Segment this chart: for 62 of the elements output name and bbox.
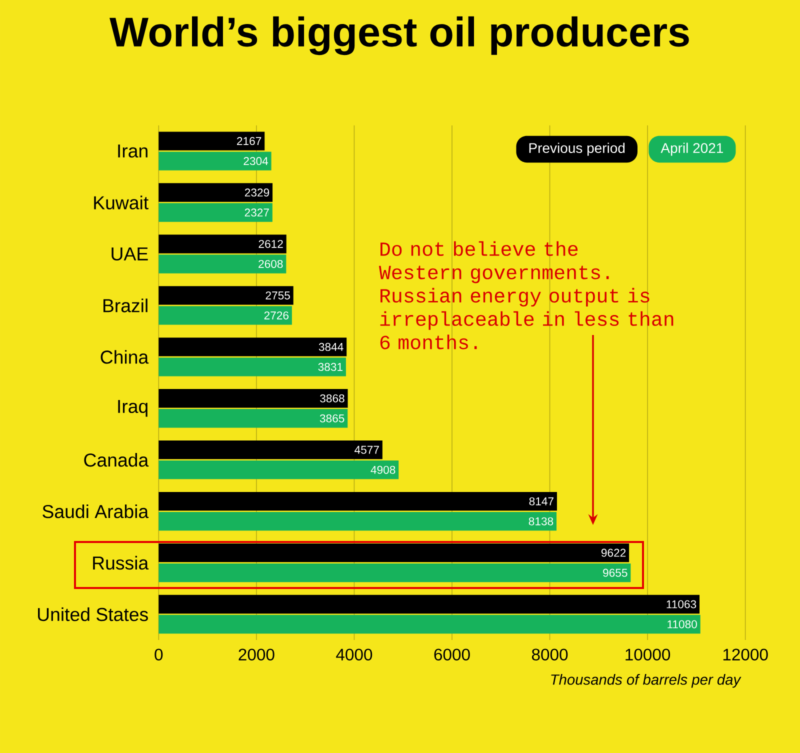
- x-axis-title: Thousands of barrels per day: [551, 674, 742, 688]
- data-label: 2327: [244, 208, 269, 217]
- data-label: 2329: [244, 188, 270, 197]
- x-tick-label: 2000: [238, 648, 274, 660]
- bar: [158, 254, 286, 274]
- data-label: 4908: [370, 466, 396, 474]
- text: April 2021: [660, 142, 724, 156]
- chart-title: World’s biggest oil producers: [110, 16, 689, 56]
- data-label: 3831: [318, 362, 342, 371]
- bar: [158, 132, 265, 150]
- y-tick-label: Brazil: [103, 298, 148, 312]
- x-tick-label: 4000: [336, 648, 372, 660]
- data-label: 9655: [603, 568, 628, 577]
- bar: [158, 492, 557, 511]
- y-tick-label: Kuwait: [94, 196, 148, 210]
- bar: [158, 338, 347, 356]
- y-tick-label: Iran: [118, 144, 148, 158]
- bar: [158, 543, 630, 562]
- data-label: 8138: [528, 517, 554, 526]
- y-tick-label: Iraq: [118, 400, 148, 417]
- text: Previous period: [529, 142, 625, 156]
- data-label: 2612: [258, 240, 283, 248]
- bar: [158, 358, 346, 376]
- y-tick-label: Saudi Arabia: [42, 504, 149, 518]
- x-tick-label: 12000: [723, 648, 768, 660]
- bar: [158, 460, 399, 480]
- bar: [158, 203, 272, 222]
- data-label: 2304: [244, 157, 268, 166]
- y-tick-label: United States: [38, 607, 148, 622]
- bar: [158, 512, 557, 531]
- data-label: 11080: [668, 620, 697, 628]
- data-label: 11063: [666, 600, 696, 608]
- y-tick-label: Canada: [84, 452, 149, 467]
- x-tick-label: 6000: [434, 648, 470, 660]
- bar: [158, 234, 286, 254]
- data-label: 3865: [320, 414, 344, 422]
- data-label: 2726: [264, 311, 289, 320]
- bar: [158, 440, 382, 460]
- data-label: 9622: [601, 548, 626, 557]
- y-tick-label: China: [100, 350, 149, 364]
- bar: [158, 563, 631, 582]
- data-label: 2167: [237, 137, 262, 146]
- bar: [158, 614, 700, 634]
- bar: [158, 286, 294, 305]
- y-tick-label: UAE: [112, 247, 148, 261]
- y-tick-label: Russia: [93, 556, 149, 570]
- bar: [158, 594, 700, 614]
- bar: [158, 389, 348, 408]
- x-tick-label: 10000: [626, 648, 670, 660]
- x-tick-label: 8000: [532, 648, 568, 660]
- data-label: 2608: [258, 260, 283, 268]
- bar: [158, 152, 272, 170]
- bar: [158, 306, 292, 325]
- bar: [158, 183, 273, 202]
- data-label: 2755: [266, 291, 290, 300]
- bar: [158, 409, 348, 428]
- data-label: 3868: [320, 394, 344, 402]
- data-label: 8147: [529, 497, 554, 506]
- x-tick-label: 0: [154, 648, 163, 660]
- data-label: 4577: [354, 446, 379, 454]
- data-label: 3844: [318, 342, 344, 351]
- annotation: Do not believe the Western governments. Russian energy output is irreplaceable in less than 6 months.: [378, 241, 674, 350]
